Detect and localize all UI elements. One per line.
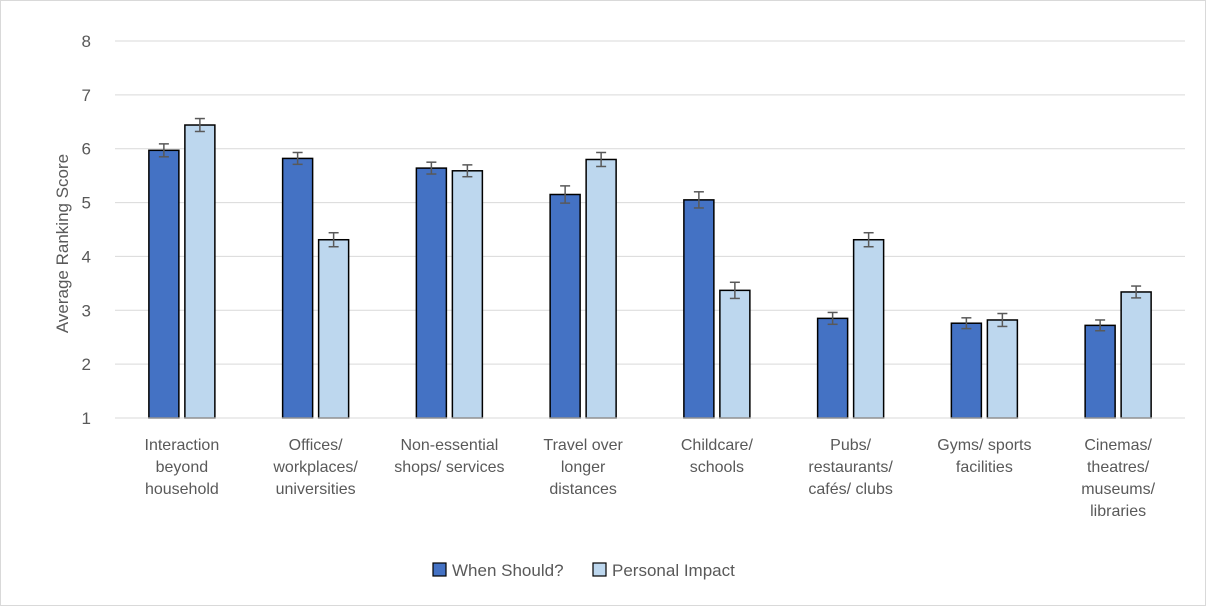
y-tick-label: 2 <box>82 355 91 374</box>
y-axis-title: Average Ranking Score <box>53 154 72 333</box>
bar <box>148 149 180 419</box>
category-label-line: distances <box>549 481 617 498</box>
category-label-line: Pubs/ <box>830 437 871 454</box>
bars <box>148 124 1152 419</box>
bar <box>1120 291 1152 419</box>
bar <box>950 322 983 419</box>
category-label: Pubs/restaurants/cafés/ clubs <box>808 437 893 498</box>
bar <box>549 193 581 419</box>
category-label: Non-essential shops/ services <box>394 437 504 476</box>
category-label: Interaction beyond household <box>145 437 220 498</box>
category-label-line: household <box>145 481 219 498</box>
legend-label: When Should? <box>452 561 564 580</box>
category-label-line: Cinemas/ <box>1084 437 1152 454</box>
bar <box>719 289 751 419</box>
y-tick-label: 4 <box>82 247 91 266</box>
category-label: Offices/workplaces/universities <box>272 437 358 498</box>
bar <box>1084 324 1116 419</box>
y-axis-ticks: 1 2 3 4 5 6 7 8 <box>82 32 91 428</box>
category-label: Cinemas/theatres/museums/libraries <box>1081 437 1155 520</box>
legend: When Should? Personal Impact <box>432 561 735 580</box>
bar <box>986 319 1019 419</box>
bar <box>415 167 448 419</box>
category-label-line: museums/ <box>1081 481 1155 498</box>
category-label-line: schools <box>690 459 744 476</box>
bar <box>281 157 314 419</box>
category-label-line: workplaces/ <box>272 459 358 476</box>
category-label: Childcare/schools <box>681 437 754 476</box>
category-labels: Interaction beyond household Offices/workpl… <box>145 437 1156 520</box>
error-bars <box>158 117 1142 332</box>
bar <box>816 317 849 419</box>
category-label-line: facilities <box>956 459 1013 476</box>
y-tick-label: 3 <box>82 301 91 320</box>
y-tick-label: 5 <box>82 194 91 213</box>
category-label-line: Interaction <box>145 437 220 454</box>
y-tick-label: 6 <box>82 140 91 159</box>
category-label: Gyms/ sports facilities <box>937 437 1031 476</box>
category-label-line: libraries <box>1090 503 1146 520</box>
legend-label: Personal Impact <box>612 561 735 580</box>
legend-swatch <box>432 562 447 577</box>
bar <box>184 124 216 419</box>
bar <box>852 238 885 419</box>
y-tick-label: 1 <box>82 409 91 428</box>
category-label-line: restaurants/ <box>808 459 893 476</box>
category-label-line: universities <box>276 481 356 498</box>
category-label-line: Offices/ <box>289 437 344 454</box>
category-label-line: shops/ services <box>394 459 504 476</box>
category-label-line: Non-essential <box>400 437 498 454</box>
category-label-line: beyond <box>156 459 209 476</box>
bar <box>585 158 617 419</box>
category-label-line: longer <box>561 459 606 476</box>
bar <box>317 238 350 419</box>
category-label-line: Gyms/ sports <box>937 437 1031 454</box>
category-label-line: cafés/ clubs <box>808 481 892 498</box>
bar <box>683 199 715 419</box>
y-tick-label: 8 <box>82 32 91 51</box>
category-label-line: Travel over <box>543 437 623 454</box>
category-label-line: Childcare/ <box>681 437 754 454</box>
category-label-line: theatres/ <box>1087 459 1150 476</box>
bar <box>451 170 484 419</box>
gridlines <box>115 40 1185 365</box>
y-tick-label: 7 <box>82 86 91 105</box>
category-label: Travel over longer distances <box>543 437 623 498</box>
legend-swatch <box>592 562 607 577</box>
